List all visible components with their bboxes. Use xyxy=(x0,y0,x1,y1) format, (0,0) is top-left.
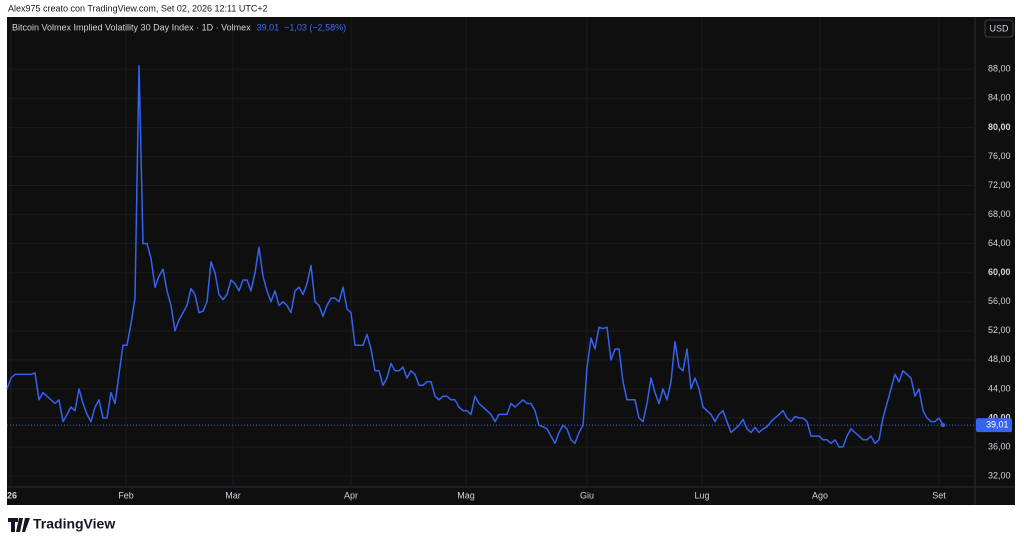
y-tick-label: 52,00 xyxy=(988,325,1011,335)
x-tick-label: Apr xyxy=(344,490,358,500)
plot xyxy=(6,64,975,448)
last-price-label: 39,01 xyxy=(986,420,1009,430)
y-tick-label: 60,00 xyxy=(988,267,1011,277)
brand: TradingView xyxy=(33,516,115,532)
x-tick-label: Mag xyxy=(457,490,475,500)
y-tick-label: 68,00 xyxy=(988,209,1011,219)
y-tick-label: 64,00 xyxy=(988,238,1011,248)
y-tick-label: 88,00 xyxy=(988,64,1011,74)
currency: USD xyxy=(989,23,1009,33)
currency-box xyxy=(984,19,1014,38)
y-tick-label: 40,00 xyxy=(988,412,1011,422)
last-point xyxy=(941,423,945,428)
x-tick-label: Lug xyxy=(694,490,709,500)
grid xyxy=(7,17,975,487)
y-tick-label: 56,00 xyxy=(988,296,1011,306)
y-tick-label: 32,00 xyxy=(988,470,1011,480)
y-tick-label: 72,00 xyxy=(988,180,1011,190)
x-tick-label: Ago xyxy=(812,490,828,500)
legend-title: Bitcoin Volmex Implied Volatility 30 Day… xyxy=(12,22,251,32)
x-tick-label: Mar xyxy=(225,490,241,500)
legend-value: 39,01 xyxy=(257,22,280,32)
y-tick-label: 44,00 xyxy=(988,383,1011,393)
y-tick-label: 76,00 xyxy=(988,151,1011,161)
brand-logo xyxy=(8,518,30,532)
x-tick-label: Set xyxy=(932,490,946,500)
y-tick-label: 84,00 xyxy=(988,93,1011,103)
chart-panel xyxy=(7,17,1015,505)
x-tick-label: Giu xyxy=(580,490,594,500)
last-price-box xyxy=(976,418,1012,433)
x-tick-label: Feb xyxy=(118,490,134,500)
header: Alex975 creato con TradingView.com, Set … xyxy=(8,3,268,13)
y-tick-label: 36,00 xyxy=(988,441,1011,451)
y-tick-label: 48,00 xyxy=(988,354,1011,364)
x-tick-label: 26 xyxy=(7,490,17,500)
y-tick-label: 80,00 xyxy=(988,122,1011,132)
price-line xyxy=(6,64,944,448)
legend-change: −1,03 (−2,58%) xyxy=(284,22,346,32)
